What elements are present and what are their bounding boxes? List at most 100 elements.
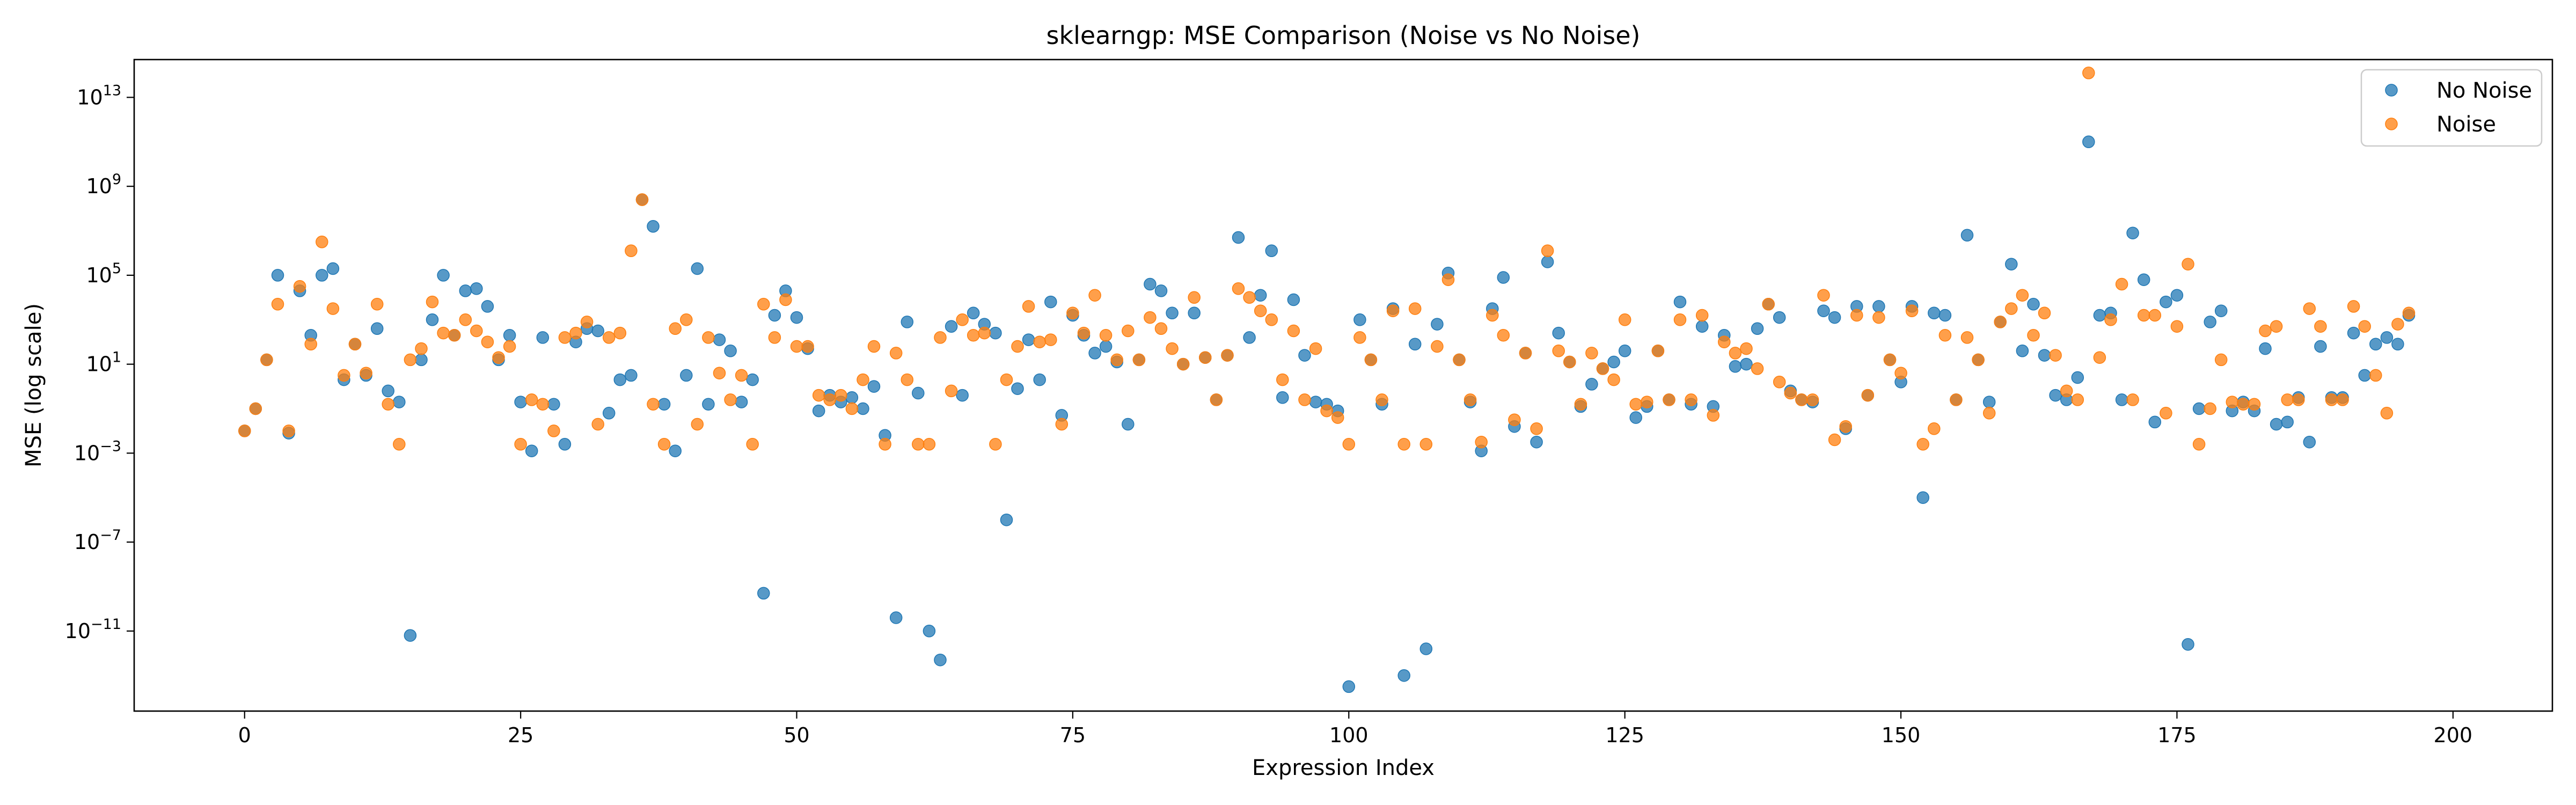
- scatter-point: [1806, 393, 1819, 406]
- scatter-point: [382, 398, 394, 411]
- scatter-point: [1044, 333, 1057, 346]
- scatter-point: [1541, 255, 1554, 268]
- scatter-point: [1916, 438, 1929, 451]
- scatter-point: [1000, 373, 1013, 386]
- scatter-point: [2071, 371, 2084, 384]
- scatter-point: [2137, 309, 2150, 322]
- scatter-point: [1154, 322, 1168, 335]
- x-tick-label: 0: [238, 723, 251, 747]
- scatter-point: [945, 320, 958, 333]
- scatter-point: [1685, 393, 1697, 406]
- scatter-point: [2160, 295, 2172, 309]
- scatter-point: [470, 324, 483, 338]
- scatter-point: [1077, 326, 1091, 340]
- scatter-point: [1243, 331, 1256, 344]
- scatter-point: [1232, 282, 1245, 295]
- scatter-point: [426, 295, 439, 309]
- scatter-point: [1176, 357, 1190, 371]
- scatter-point: [735, 369, 748, 382]
- scatter-point: [558, 331, 572, 344]
- scatter-point: [1663, 393, 1675, 406]
- scatter-point: [2192, 438, 2206, 451]
- scatter-point: [1695, 309, 1709, 322]
- scatter-point: [1144, 311, 1157, 324]
- y-tick-label: 10−11: [65, 616, 121, 643]
- scatter-point: [393, 396, 406, 408]
- scatter-point: [602, 407, 616, 420]
- scatter-point: [525, 393, 538, 406]
- x-tick-label: 125: [1605, 723, 1644, 747]
- scatter-point: [1088, 347, 1101, 360]
- scatter-point: [889, 347, 903, 360]
- scatter-point: [448, 329, 461, 342]
- scatter-point: [1938, 329, 1952, 342]
- scatter-point: [426, 313, 439, 326]
- scatter-point: [768, 331, 781, 344]
- x-tick-label: 200: [2434, 723, 2473, 747]
- scatter-point: [2303, 435, 2316, 449]
- scatter-point: [956, 389, 969, 402]
- scatter-point: [2270, 320, 2283, 333]
- scatter-point: [1298, 393, 1311, 406]
- scatter-point: [635, 193, 649, 206]
- scatter-point: [1199, 351, 1212, 364]
- scatter-point: [812, 389, 825, 402]
- scatter-point: [1828, 311, 1841, 324]
- scatter-point: [1729, 360, 1742, 373]
- scatter-point: [1773, 376, 1786, 389]
- y-tick-label: 105: [86, 260, 121, 287]
- scatter-point: [1055, 418, 1069, 431]
- scatter-point: [591, 418, 604, 431]
- scatter-point: [338, 369, 350, 382]
- scatter-point: [746, 438, 759, 451]
- scatter-point: [1011, 340, 1024, 353]
- scatter-point: [912, 386, 925, 400]
- scatter-point: [1419, 438, 1433, 451]
- scatter-point: [625, 369, 638, 382]
- scatter-point: [1541, 244, 1554, 258]
- scatter-point: [1740, 342, 1753, 355]
- scatter-point: [1618, 345, 1631, 357]
- scatter-point: [2270, 418, 2283, 431]
- scatter-point: [2038, 306, 2051, 320]
- scatter-point: [2336, 393, 2349, 406]
- scatter-point: [2226, 396, 2239, 408]
- scatter-point: [1441, 273, 1455, 286]
- scatter-point: [1607, 355, 1620, 369]
- scatter-point: [2369, 369, 2382, 382]
- scatter-point: [2358, 320, 2371, 333]
- scatter-point: [2237, 398, 2250, 411]
- scatter-point: [2027, 298, 2040, 311]
- scatter-point: [2082, 67, 2095, 79]
- scatter-point: [415, 353, 428, 367]
- scatter-point: [1960, 229, 1974, 242]
- scatter-point: [2148, 309, 2162, 322]
- scatter-point: [459, 284, 472, 297]
- scatter-point: [647, 398, 660, 411]
- scatter-point: [437, 269, 450, 282]
- scatter-point: [1287, 293, 1300, 306]
- scatter-point: [1408, 302, 1422, 315]
- scatter-point: [1210, 393, 1223, 406]
- scatter-point: [1972, 353, 1985, 367]
- scatter-point: [1463, 393, 1477, 406]
- x-tick-label: 175: [2157, 723, 2197, 747]
- scatter-point: [1011, 382, 1024, 395]
- scatter-point: [1905, 304, 1919, 317]
- scatter-point: [415, 342, 428, 355]
- points-layer: [238, 67, 2416, 693]
- scatter-point: [404, 629, 417, 642]
- scatter-point: [1022, 300, 1035, 313]
- y-tick-label: 1013: [77, 82, 121, 109]
- scatter-point: [647, 220, 660, 233]
- scatter-point: [238, 425, 251, 437]
- scatter-point: [1497, 271, 1510, 284]
- scatter-point: [1585, 378, 1598, 391]
- scatter-point: [757, 587, 770, 600]
- scatter-point: [2093, 351, 2106, 364]
- scatter-point: [680, 369, 693, 382]
- scatter-point: [2281, 393, 2294, 406]
- scatter-point: [2082, 135, 2095, 149]
- scatter-point: [2214, 353, 2228, 367]
- scatter-point: [702, 398, 715, 411]
